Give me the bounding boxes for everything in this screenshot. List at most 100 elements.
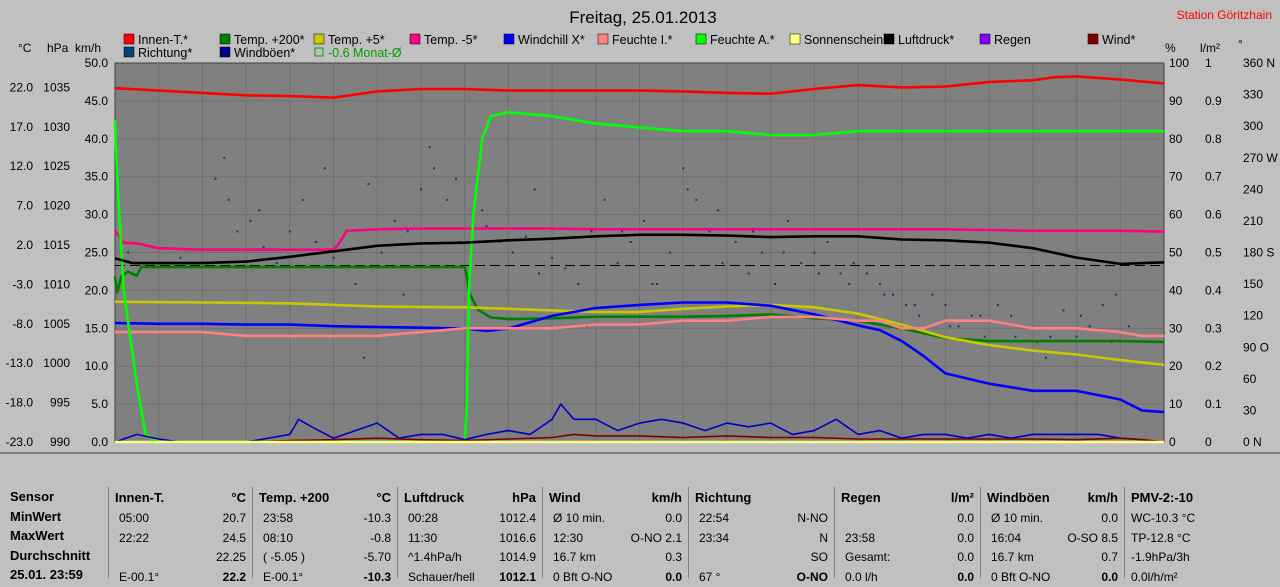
temp-tick-label: 17.0 <box>10 120 34 134</box>
cell-info: 0 Bft O-NO <box>991 568 1050 587</box>
cell-value: -0.8 <box>370 529 391 549</box>
direction-point <box>1080 315 1082 317</box>
column-unit: km/h <box>1088 487 1118 509</box>
pmv-value: TP-12.8 °C <box>1131 529 1268 549</box>
direction-point <box>263 246 265 248</box>
legend-label: -0.6 Monat-Ø <box>328 46 402 60</box>
direction-point <box>223 157 225 159</box>
direction-tick-label: 150 <box>1243 277 1263 291</box>
rain-tick-label: 0.4 <box>1205 283 1222 297</box>
wind-tick-label: 35.0 <box>85 170 109 184</box>
cell-value: 24.5 <box>223 529 246 549</box>
temp-tick-label: -8.0 <box>12 317 33 331</box>
direction-point <box>1128 325 1130 327</box>
cell-value: 0.0 <box>665 509 682 529</box>
legend-label: Windböen* <box>234 46 295 60</box>
legend-label: Luftdruck* <box>898 33 954 47</box>
direction-point <box>1115 294 1117 296</box>
direction-point <box>630 241 632 243</box>
temp-tick-label: -18.0 <box>6 396 34 410</box>
direction-tick-label: 30 <box>1243 403 1257 417</box>
direction-point <box>979 315 981 317</box>
humidity-tick-label: 60 <box>1169 208 1183 222</box>
direction-point <box>551 257 553 259</box>
direction-point <box>1010 315 1012 317</box>
cell-info: 23:58 <box>263 509 293 529</box>
legend-label: Innen-T.* <box>138 33 188 47</box>
direction-point <box>783 252 785 254</box>
pressure-tick-label: 1015 <box>43 238 70 252</box>
legend-label: Sonnenschein <box>804 33 883 47</box>
direction-point <box>420 188 422 190</box>
pressure-tick-label: 1020 <box>43 199 70 213</box>
humidity-tick-label: 40 <box>1169 283 1183 297</box>
direction-point <box>258 209 260 211</box>
legend-label: Regen <box>994 33 1031 47</box>
direction-point <box>708 230 710 232</box>
direction-point <box>949 325 951 327</box>
table-row: 23:58-10.3 <box>259 509 391 529</box>
legend-swatch <box>504 34 514 44</box>
table-row: E-00.1°22.2 <box>115 568 246 587</box>
wind-tick-label: 25.0 <box>85 246 109 260</box>
temp-tick-label: -23.0 <box>6 435 34 449</box>
legend-label: Feuchte I.* <box>612 33 673 47</box>
cell-info: Ø 10 min. <box>991 509 1043 529</box>
pressure-tick-label: 995 <box>50 396 70 410</box>
pressure-unit-label: hPa <box>47 41 69 55</box>
column-header: Temp. +200°C <box>259 487 391 509</box>
rain-tick-label: 0 <box>1205 435 1212 449</box>
direction-point <box>180 257 182 259</box>
cell-value: 0.0 <box>665 568 682 587</box>
direction-point <box>944 304 946 306</box>
direction-point <box>1045 357 1047 359</box>
direction-point <box>1049 336 1051 338</box>
cell-value: -10.3 <box>364 568 391 587</box>
column-title: Wind <box>549 490 581 505</box>
direction-point <box>402 294 404 296</box>
column-unit: °C <box>376 487 391 509</box>
cell-value: 0.7 <box>1101 548 1118 568</box>
cell-value: O-NO 2.1 <box>631 529 682 549</box>
direction-point <box>127 252 129 254</box>
direction-tick-label: 240 <box>1243 182 1263 196</box>
rain-tick-label: 0.7 <box>1205 170 1222 184</box>
humidity-tick-label: 20 <box>1169 359 1183 373</box>
temp-unit-label: °C <box>18 41 32 55</box>
legend-swatch <box>124 47 134 57</box>
legend-swatch <box>598 34 608 44</box>
rain-tick-label: 0.3 <box>1205 321 1222 335</box>
direction-point <box>455 178 457 180</box>
direction-point <box>538 273 540 275</box>
direction-point <box>652 283 654 285</box>
temp-tick-label: 7.0 <box>16 199 33 213</box>
direction-point <box>669 252 671 254</box>
table-row: Ø 10 min.0.0 <box>549 509 682 529</box>
cell-info: 67 ° <box>699 568 720 587</box>
cell-info: 23:34 <box>699 529 729 549</box>
cell-info: ( -5.05 ) <box>263 548 305 568</box>
cell-info: 23:58 <box>845 529 875 549</box>
direction-point <box>302 199 304 201</box>
cell-info: 22:54 <box>699 509 729 529</box>
direction-point <box>1102 304 1104 306</box>
humidity-tick-label: 10 <box>1169 397 1183 411</box>
pressure-tick-label: 1025 <box>43 159 70 173</box>
humidity-tick-label: 30 <box>1169 321 1183 335</box>
direction-unit-label: ° <box>1238 37 1243 51</box>
cell-value: 1012.4 <box>499 509 536 529</box>
